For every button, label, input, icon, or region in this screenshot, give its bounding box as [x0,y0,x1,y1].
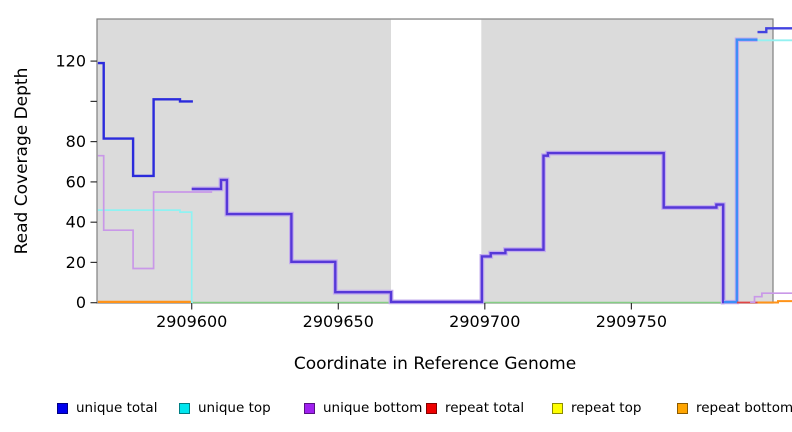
legend: unique total unique top unique bottom repea… [0,399,792,423]
legend-item-unique-top: unique top [179,399,271,417]
y-tick-label: 40 [66,213,86,232]
series-line [757,27,792,34]
legend-swatch [57,402,68,414]
legend-label: repeat total [445,400,525,416]
legend-label: unique total [76,400,158,416]
legend-item-repeat-total: repeat total [426,399,524,417]
y-tick-label: 20 [66,253,86,272]
x-tick-label: 2909700 [449,312,520,331]
x-tick-label: 2909600 [156,312,227,331]
x-tick-label: 2909750 [596,312,667,331]
legend-label: repeat top [571,400,642,416]
y-tick-label: 60 [66,172,86,191]
plot-panel [96,18,774,304]
series-line [97,209,193,304]
y-tick-label: 120 [55,52,86,71]
legend-label: unique bottom [323,400,423,416]
axes: 2909600 2909650 2909700 2909750 0 20 40 60 80 120 [55,52,667,331]
legend-label: repeat bottom [696,400,792,416]
series-line [750,292,792,303]
legend-item-unique-total: unique total [57,399,157,417]
legend-item-repeat-top: repeat top [552,399,641,417]
series-line [757,300,792,304]
x-axis-title: Coordinate in Reference Genome [294,354,576,374]
legend-label: unique top [198,400,271,416]
y-axis-title: Read Coverage Depth [12,68,32,255]
legend-swatch [552,402,563,414]
series-line [97,61,193,178]
legend-item-repeat-bottom: repeat bottom [677,399,792,417]
legend-item-unique-bottom: unique bottom [304,399,422,417]
series-line [97,154,213,270]
legend-swatch [677,402,688,414]
y-tick-label: 80 [66,132,86,151]
series-line [724,38,758,304]
x-tick-label: 2909650 [303,312,374,331]
y-tick-label: 0 [76,293,86,312]
masked-region [391,19,482,303]
coverage-series-lines [97,27,792,305]
series-line [191,151,725,304]
legend-swatch [304,402,315,414]
coverage-plot: 2909600 2909650 2909700 2909750 0 20 40 60 80 120… [12,18,792,374]
legend-swatch [426,402,437,414]
legend-swatch [179,402,190,414]
